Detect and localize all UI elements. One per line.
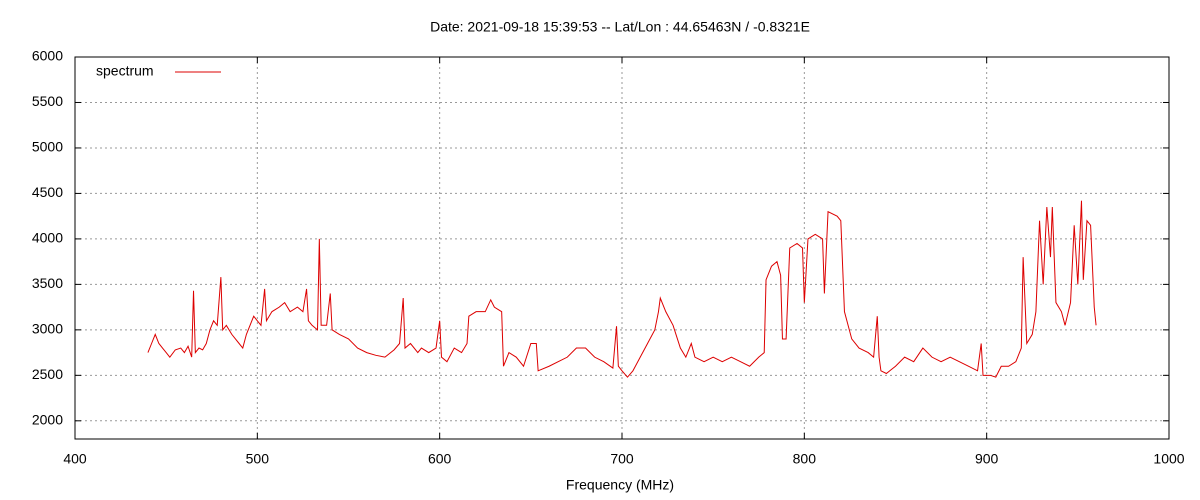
x-tick-label: 400 — [63, 451, 87, 467]
x-tick-label: 800 — [793, 451, 817, 467]
y-tick-label: 2500 — [32, 366, 63, 382]
x-axis-label: Frequency (MHz) — [566, 477, 674, 493]
y-tick-label: 4000 — [32, 230, 63, 246]
y-tick-label: 5000 — [32, 139, 63, 155]
y-tick-label: 2000 — [32, 412, 63, 428]
plot-frame — [74, 56, 1170, 440]
y-tick-label: 3000 — [32, 321, 63, 337]
y-tick-label: 4500 — [32, 184, 63, 200]
x-tick-label: 500 — [246, 451, 270, 467]
chart-title: Date: 2021-09-18 15:39:53 -- Lat/Lon : 4… — [430, 19, 810, 35]
x-tick-label: 1000 — [1153, 451, 1184, 467]
y-tick-label: 3500 — [32, 275, 63, 291]
legend-label: spectrum — [96, 63, 154, 79]
y-tick-label: 6000 — [32, 48, 63, 64]
x-tick-label: 900 — [975, 451, 999, 467]
spectrum-line — [147, 200, 1097, 378]
y-tick-label: 5500 — [32, 93, 63, 109]
x-tick-label: 700 — [610, 451, 634, 467]
x-tick-label: 600 — [428, 451, 452, 467]
